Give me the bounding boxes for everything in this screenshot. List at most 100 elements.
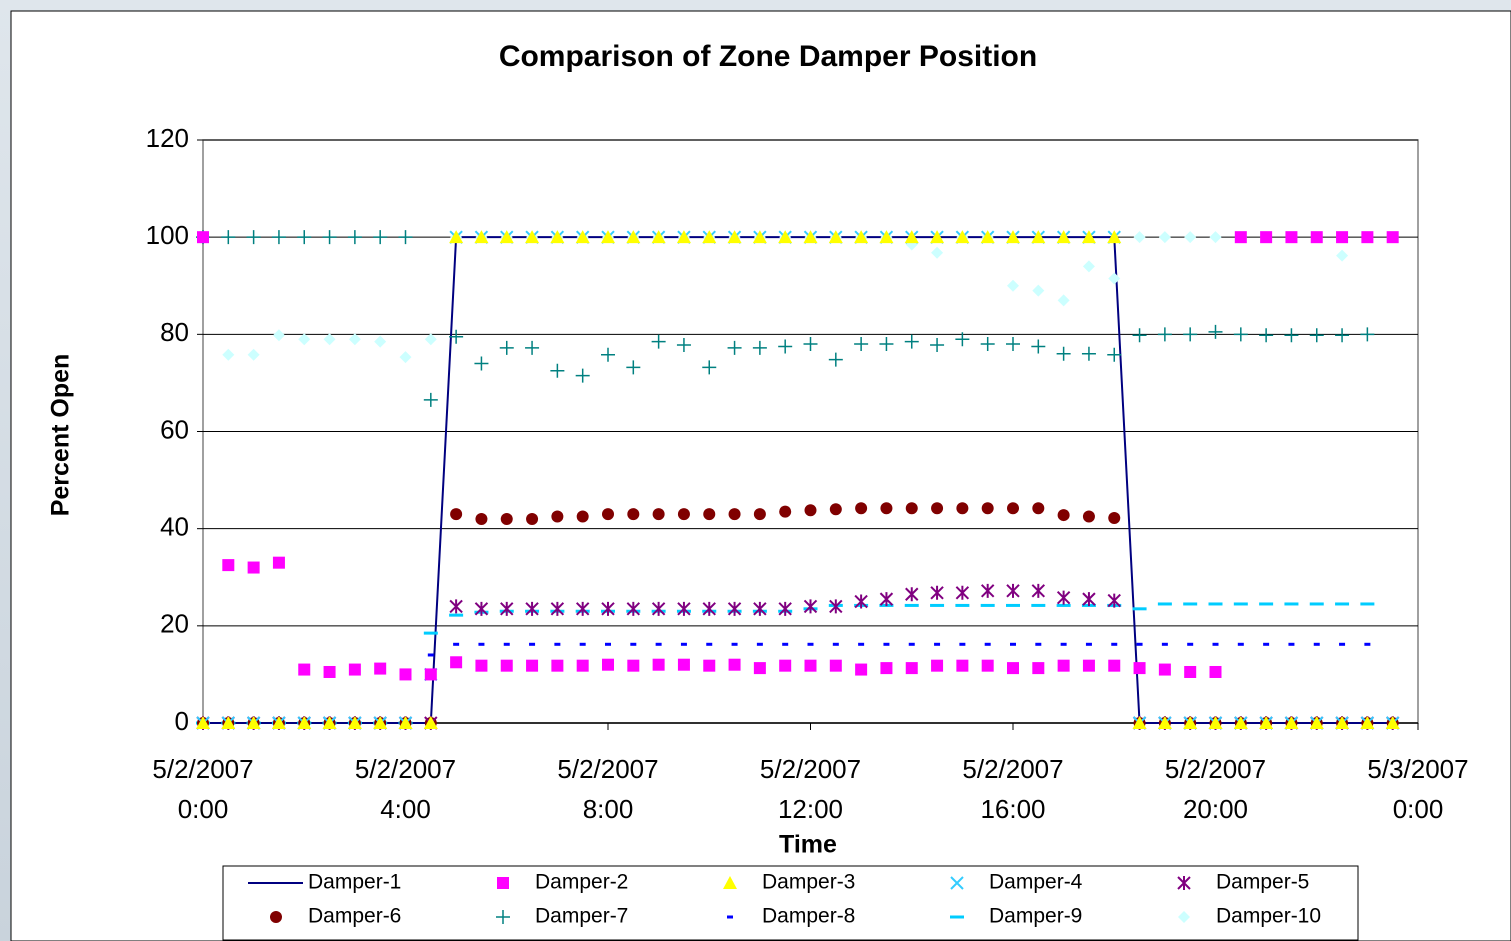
marker-square: [1386, 231, 1399, 244]
marker-star: [803, 599, 818, 614]
marker-diamond: [348, 333, 361, 346]
marker-triangle: [1284, 716, 1299, 729]
marker-triangle: [221, 716, 236, 729]
marker-square: [323, 665, 336, 678]
marker-plus: [474, 356, 489, 371]
marker-triangle: [1360, 716, 1375, 729]
marker-triangle: [601, 230, 615, 244]
marker-triangle: [803, 230, 818, 244]
marker-plus: [727, 340, 742, 355]
marker-plus: [879, 337, 894, 352]
y-tick-label: 60: [160, 414, 189, 444]
marker-square: [497, 877, 509, 889]
marker-triangle: [499, 230, 514, 244]
marker-triangle: [550, 230, 565, 244]
marker-square: [450, 656, 463, 669]
marker-square: [627, 659, 640, 672]
marker-square: [905, 662, 918, 675]
marker-circle: [1057, 509, 1070, 522]
legend-label: Damper-2: [535, 871, 628, 894]
marker-plus: [499, 340, 514, 355]
y-tick-label: 20: [160, 609, 189, 639]
marker-triangle: [196, 716, 210, 729]
marker-circle: [779, 505, 792, 518]
marker-triangle: [1132, 716, 1147, 729]
marker-triangle: [1335, 716, 1350, 729]
marker-diamond: [1007, 279, 1019, 292]
marker-diamond: [931, 246, 944, 259]
marker-plus: [676, 338, 691, 353]
marker-plus: [1183, 327, 1198, 342]
x-tick-label: 5/2/2007 8:00: [557, 754, 658, 824]
chart-title: Comparison of Zone Damper Position: [499, 40, 1037, 73]
marker-triangle: [373, 716, 388, 729]
marker-square: [1336, 231, 1349, 244]
marker-circle: [753, 508, 766, 521]
marker-plus: [322, 230, 337, 245]
marker-square: [981, 659, 994, 672]
marker-plus: [752, 340, 767, 355]
marker-triangle: [271, 716, 286, 729]
marker-square: [475, 659, 488, 672]
marker-circle: [981, 502, 994, 515]
marker-star: [575, 601, 590, 616]
marker-triangle: [879, 230, 894, 244]
marker-plus: [1056, 346, 1071, 361]
marker-triangle: [1107, 230, 1122, 244]
marker-circle: [956, 502, 969, 515]
marker-star: [601, 601, 615, 616]
marker-triangle: [1157, 716, 1172, 729]
y-tick-label: 100: [146, 220, 189, 250]
marker-square: [829, 659, 842, 672]
marker-square: [1361, 231, 1374, 244]
marker-triangle: [398, 716, 413, 729]
marker-circle: [576, 510, 589, 523]
marker-diamond: [1133, 231, 1146, 244]
marker-circle: [703, 508, 716, 521]
marker-triangle: [1259, 716, 1274, 729]
marker-circle: [500, 512, 513, 525]
marker-star: [905, 587, 919, 602]
marker-triangle: [1208, 716, 1223, 729]
marker-circle: [677, 508, 690, 521]
marker-plus: [575, 368, 590, 383]
marker-star: [727, 601, 742, 616]
marker-star: [626, 601, 641, 616]
marker-circle: [931, 502, 944, 515]
marker-triangle: [575, 230, 590, 244]
marker-plus: [1309, 328, 1324, 343]
marker-square: [753, 662, 766, 675]
marker-square: [1158, 663, 1171, 676]
marker-plus: [702, 360, 717, 375]
marker-star: [1056, 590, 1071, 605]
marker-circle: [1007, 502, 1019, 515]
marker-square: [602, 658, 614, 671]
marker-star: [1031, 583, 1046, 598]
marker-triangle: [449, 230, 464, 244]
marker-plus: [1208, 324, 1223, 339]
marker-triangle: [723, 876, 737, 889]
marker-plus: [980, 337, 995, 352]
marker-square: [1082, 659, 1095, 672]
marker-square: [424, 668, 437, 681]
marker-square: [399, 668, 412, 681]
marker-square: [956, 659, 969, 672]
marker-square: [1209, 665, 1222, 678]
marker-circle: [1082, 510, 1095, 523]
legend-label: Damper-5: [1216, 871, 1309, 894]
marker-square: [197, 231, 209, 244]
marker-square: [1234, 231, 1247, 244]
y-axis-label: Percent Open: [47, 354, 75, 517]
marker-square: [526, 659, 539, 672]
marker-diamond: [1184, 231, 1197, 244]
marker-triangle: [980, 230, 995, 244]
marker-circle: [602, 508, 614, 521]
marker-diamond: [1336, 249, 1349, 262]
marker-square: [348, 663, 361, 676]
marker-square: [1260, 231, 1273, 244]
marker-circle: [880, 502, 893, 515]
legend-label: Damper-8: [762, 905, 855, 928]
marker-square: [298, 663, 311, 676]
marker-plus: [904, 334, 919, 349]
